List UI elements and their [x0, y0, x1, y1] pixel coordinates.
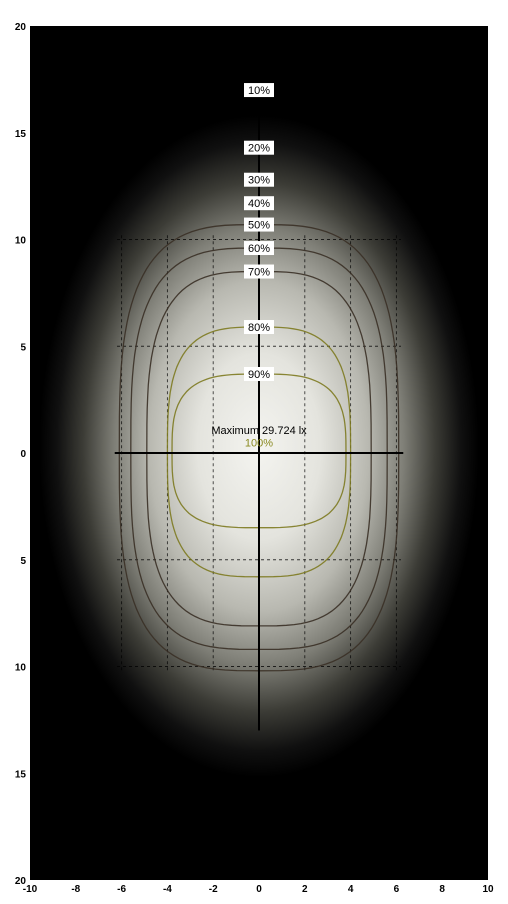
x-tick-label: 10 [482, 884, 494, 895]
x-tick-label: 6 [394, 884, 400, 895]
y-tick-label: 10 [15, 663, 27, 674]
contour-label-box [244, 367, 274, 382]
x-tick-label: -8 [71, 884, 80, 895]
maximum-annotation: Maximum 29.724 lx 100% [211, 425, 307, 450]
contour-label-box [244, 140, 274, 155]
contour-label: 30% [248, 175, 270, 187]
contour-label: 80% [248, 322, 270, 334]
x-tick-label: -6 [117, 884, 126, 895]
maximum-label: Maximum 29.724 lx [211, 425, 307, 437]
contour-label: 50% [248, 220, 270, 232]
contour-label-box [244, 264, 274, 279]
maximum-percent-label: 100% [245, 438, 273, 450]
contour-label: 70% [248, 267, 270, 279]
y-tick-label: 5 [20, 342, 26, 353]
y-tick-label: 20 [15, 876, 27, 887]
x-tick-label: -2 [209, 884, 218, 895]
x-tick-label: -4 [163, 884, 172, 895]
y-tick-label: 0 [20, 449, 26, 460]
x-tick-label: 0 [256, 884, 262, 895]
contour-label: 90% [248, 369, 270, 381]
contour-label: 20% [248, 143, 270, 155]
contour-label: 40% [248, 198, 270, 210]
x-tick-label: 2 [302, 884, 308, 895]
y-tick-label: 15 [15, 129, 27, 140]
contour-label-box [244, 217, 274, 232]
contour-label-box [244, 83, 274, 98]
contour-label-box [244, 196, 274, 211]
contour-label-box [244, 320, 274, 335]
axis-ticks: -10 -8 -6 -4 -2 0 2 4 6 8 10 20 15 10 5 0 5 10 15 20 [15, 22, 494, 895]
center-axes [114, 79, 404, 731]
y-tick-label: 5 [20, 556, 26, 567]
contour-label-box [244, 172, 274, 187]
y-tick-label: 20 [15, 22, 27, 33]
contour-label-box [244, 241, 274, 256]
y-tick-label: 10 [15, 236, 27, 247]
contour-labels: 10% 20% 30% 40% 50% 60% 70% 80% 90% [244, 83, 274, 382]
contour-label: 60% [248, 243, 270, 255]
x-tick-label: 8 [439, 884, 445, 895]
y-tick-label: 15 [15, 769, 27, 780]
x-tick-label: 4 [348, 884, 354, 895]
x-tick-label: -10 [23, 884, 38, 895]
contour-label: 10% [248, 85, 270, 97]
